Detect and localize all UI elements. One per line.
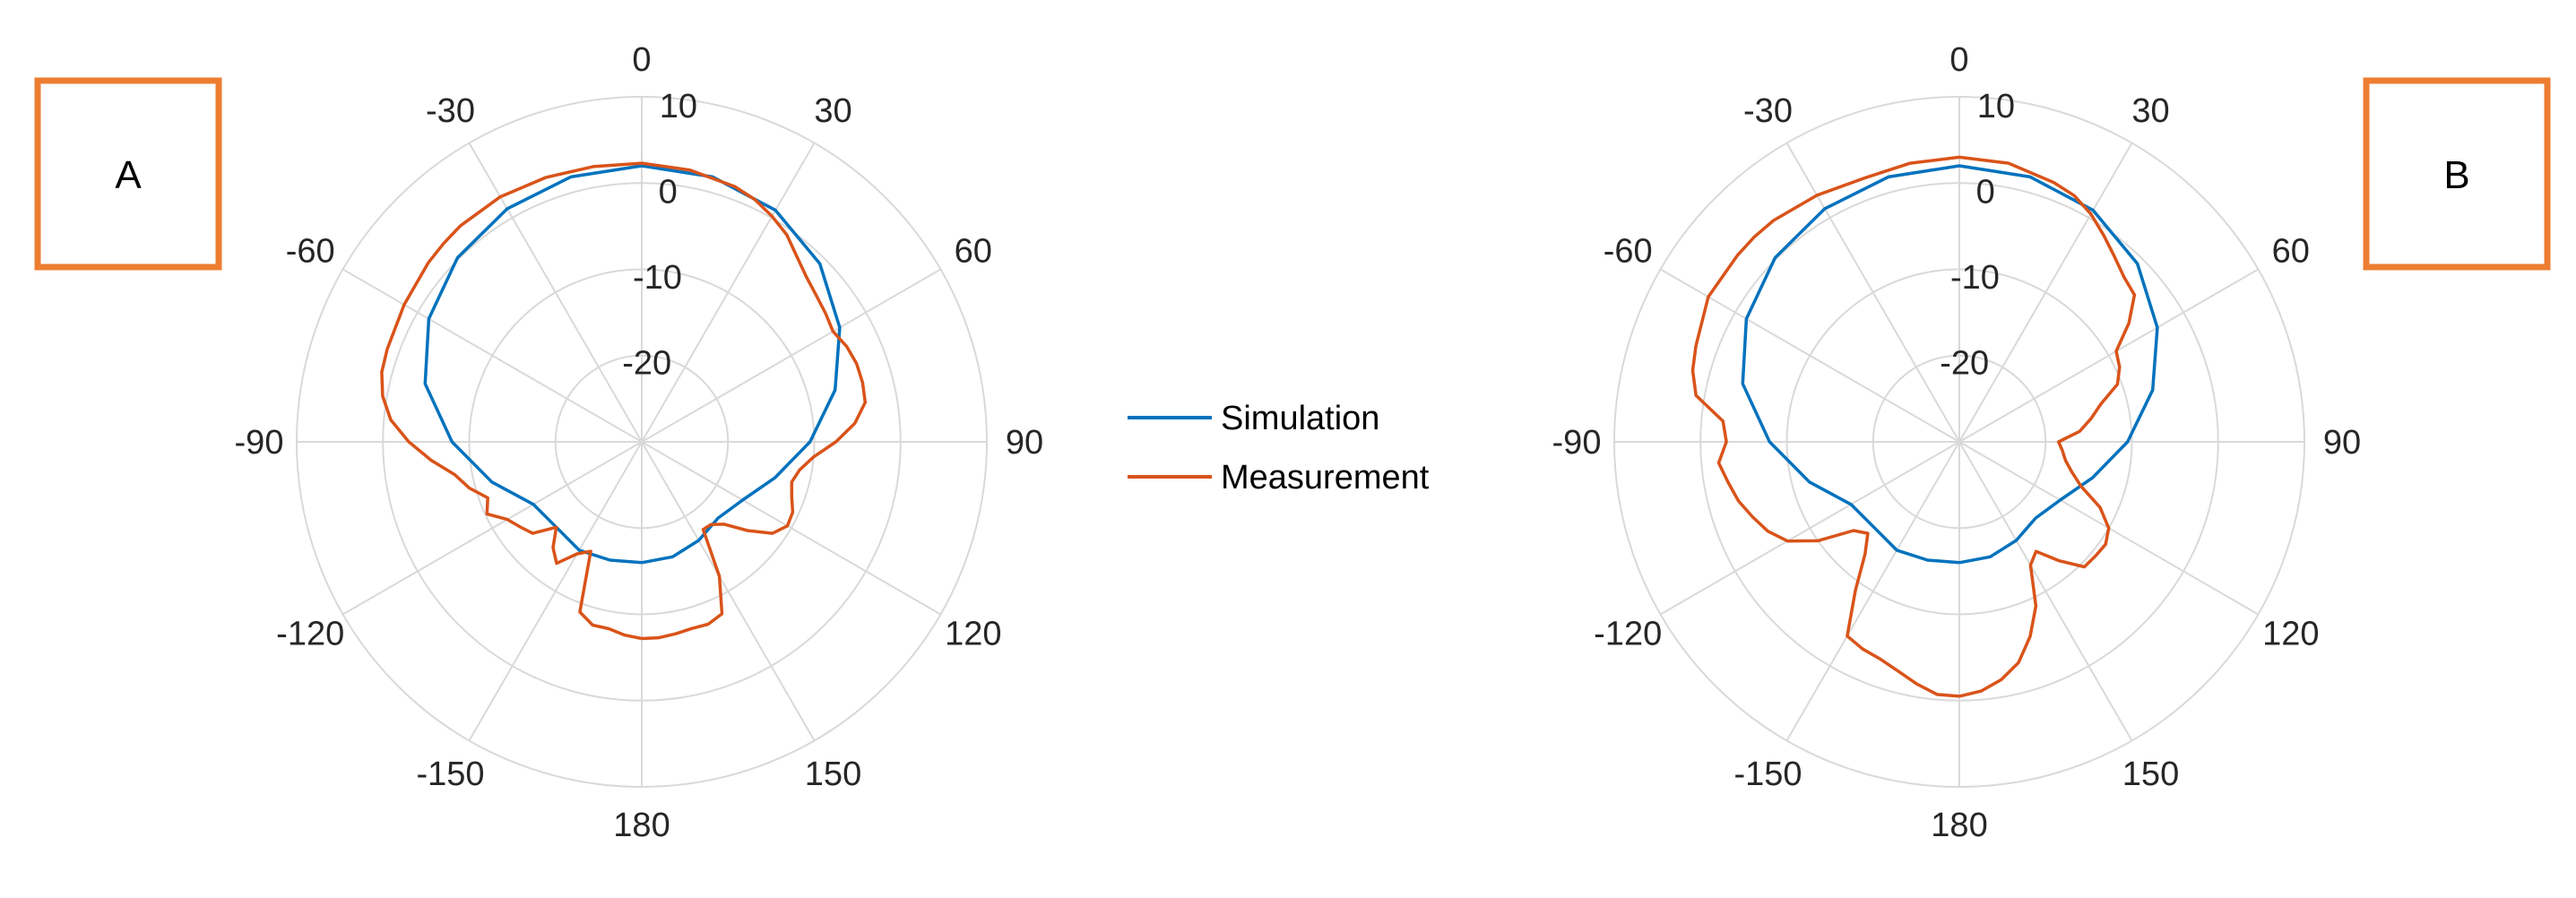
theta-tick-label-b: 60 [2272, 233, 2310, 271]
theta-tick-label-a: 150 [805, 756, 861, 793]
polar-chart-b: 0 30 60 90 120 150 180 -150 -120 -90 -60 -30 -20 -10 0… [1552, 41, 2362, 844]
grid-spoke-a [468, 142, 643, 443]
theta-tick-label-a: -150 [416, 756, 484, 793]
theta-tick-label-b: 90 [2323, 424, 2361, 462]
grid-spoke-b [1958, 268, 2259, 443]
theta-tick-label-a: -60 [286, 233, 335, 271]
panel-label-a: A [34, 77, 222, 271]
grid-spoke-b [1958, 441, 2133, 741]
theta-tick-label-a: 120 [945, 616, 1001, 653]
grid-spoke-a [641, 441, 816, 741]
theta-tick-label-a: -90 [235, 424, 284, 462]
grid-spoke-a [641, 142, 816, 443]
panel-label-b-text: B [2443, 153, 2469, 197]
grid-spoke-b [1785, 142, 1960, 443]
theta-tick-label-a: -120 [276, 616, 344, 653]
theta-tick-label-a: -30 [426, 92, 475, 130]
theta-tick-label-b: -60 [1604, 233, 1653, 271]
grid-spoke-a [641, 441, 941, 616]
polar-chart-a: 0 30 60 90 120 150 180 -150 -120 -90 -60 -30 -20 -10 0… [235, 41, 1044, 844]
theta-tick-label-a: 0 [632, 41, 651, 79]
r-tick-label-a: -10 [633, 259, 682, 297]
r-tick-label-b: 10 [1977, 88, 2015, 125]
theta-tick-label-b: 120 [2262, 616, 2319, 653]
grid-spoke-a [641, 268, 941, 443]
legend-label-simulation: Simulation [1221, 400, 1379, 437]
legend-label-measurement: Measurement [1221, 459, 1430, 496]
panel-label-a-text: A [115, 153, 142, 197]
theta-tick-label-a: 60 [955, 233, 992, 271]
grid-spoke-a [468, 441, 643, 741]
theta-tick-label-b: -30 [1743, 92, 1793, 130]
theta-tick-label-b: 180 [1931, 807, 1987, 844]
series-line-measurement-a [380, 161, 868, 641]
r-tick-label-b: -10 [1950, 259, 2000, 297]
grid-spoke-b [1785, 441, 1960, 741]
r-tick-label-a: 0 [659, 173, 678, 211]
panel-label-b: B [2363, 77, 2551, 271]
theta-tick-label-a: 180 [613, 807, 670, 844]
panel-label-b-box [2363, 77, 2551, 271]
theta-tick-label-b: -120 [1594, 616, 1662, 653]
theta-tick-label-a: 30 [814, 92, 851, 130]
grid-spoke-a [342, 268, 643, 443]
r-tick-label-a: 10 [660, 88, 697, 125]
theta-tick-label-b: 30 [2131, 92, 2169, 130]
series-line-simulation-b [1741, 164, 2159, 565]
r-tick-label-b: -20 [1940, 344, 1989, 382]
r-tick-label-a: -20 [622, 344, 671, 382]
theta-tick-label-b: -90 [1552, 424, 1602, 462]
theta-tick-label-b: 150 [2122, 756, 2179, 793]
series-line-simulation-a [423, 164, 842, 565]
grid-spoke-b [1660, 268, 1960, 443]
grid-spoke-b [1660, 441, 1960, 616]
legend: Simulation Measurement [1128, 400, 1430, 496]
panel-label-a-box [34, 77, 222, 271]
theta-tick-label-b: 0 [1949, 41, 1968, 79]
series-line-measurement-b [1690, 155, 2137, 698]
r-tick-label-b: 0 [1976, 173, 1995, 211]
grid-spoke-a [342, 441, 643, 616]
theta-tick-label-b: -150 [1733, 756, 1802, 793]
theta-tick-label-a: 90 [1006, 424, 1043, 462]
grid-spoke-b [1958, 142, 2133, 443]
